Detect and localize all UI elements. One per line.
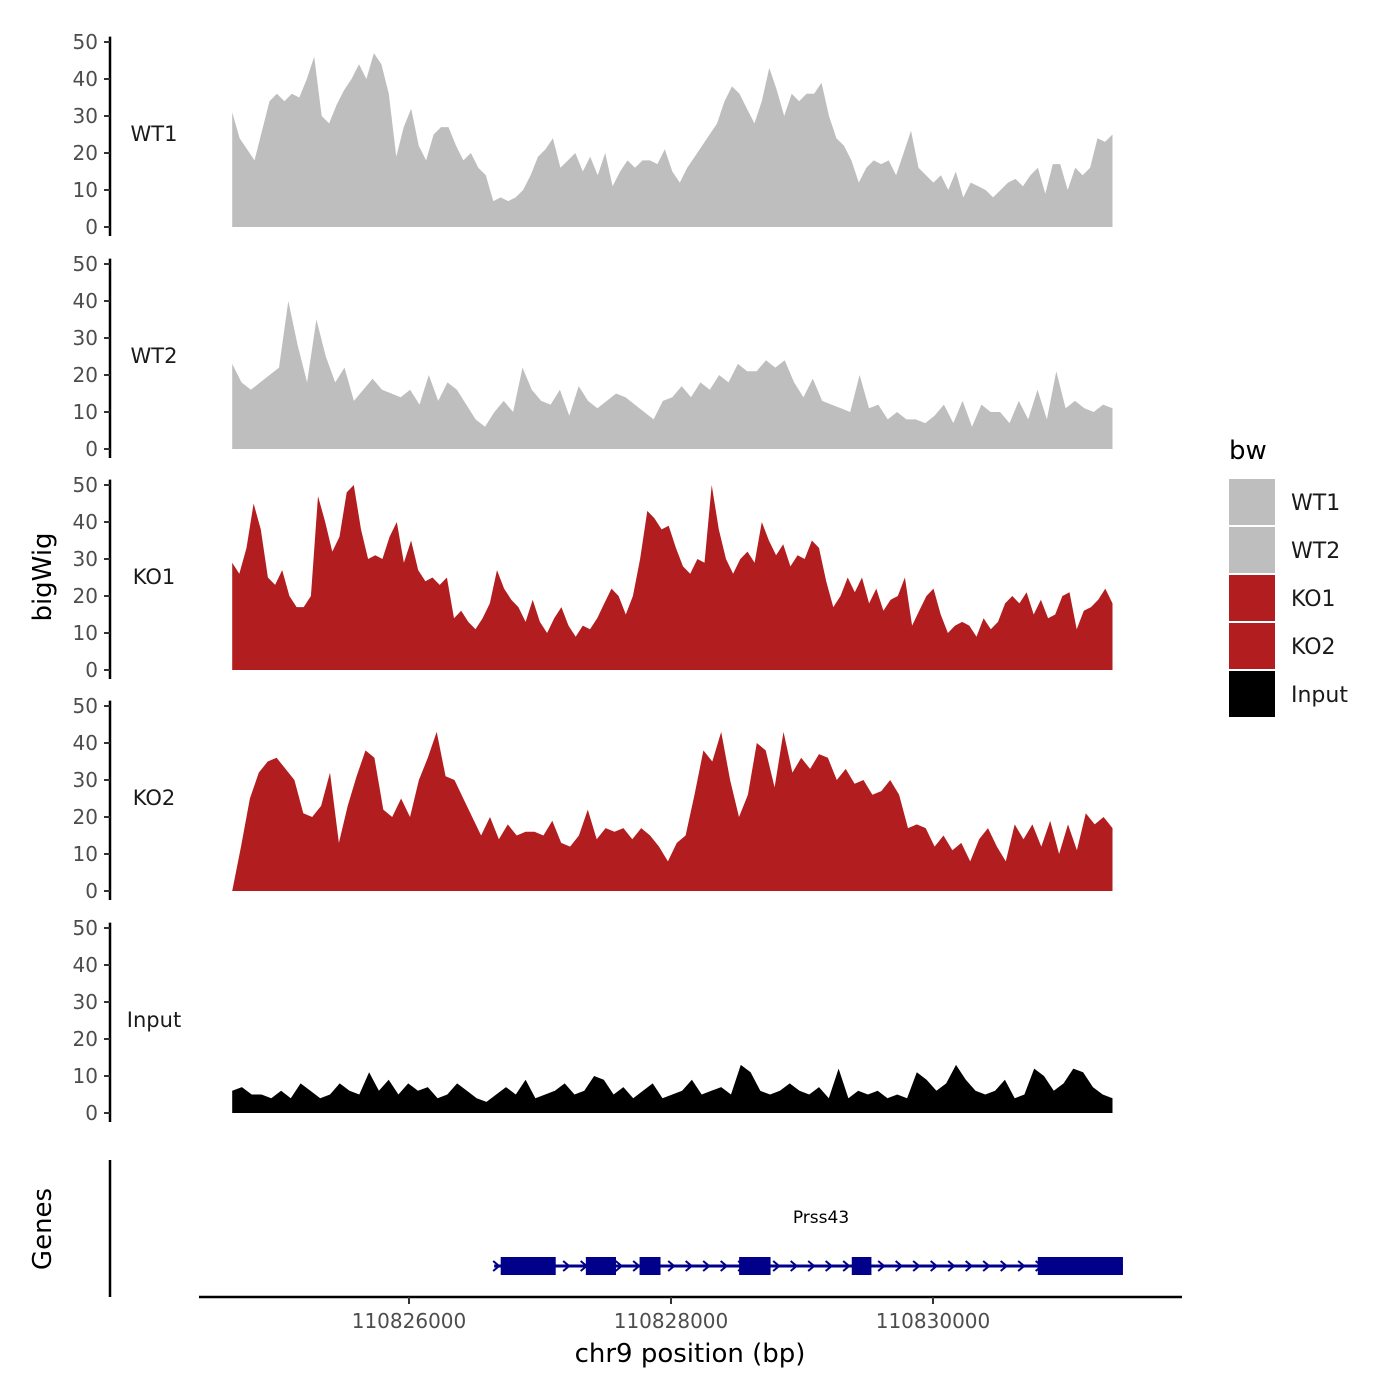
y-tick-label: 0 — [85, 658, 98, 682]
track-label-ko1: KO1 — [133, 565, 176, 589]
legend-key-ko2 — [1229, 623, 1275, 669]
y-tick-label: 20 — [73, 141, 98, 165]
strand-arrow — [842, 1260, 851, 1272]
y-tick-label: 10 — [73, 178, 98, 202]
signal-area-wt2 — [232, 301, 1113, 449]
strand-arrow — [632, 1260, 641, 1272]
strand-arrow — [1000, 1260, 1009, 1272]
x-tick-label: 110826000 — [352, 1309, 467, 1333]
strand-arrow — [562, 1260, 571, 1272]
y-tick-label: 50 — [73, 30, 98, 54]
y-tick-label: 40 — [73, 510, 98, 534]
strand-arrow — [702, 1260, 711, 1272]
track-wt2: 0 10 20 30 40 50 WT2 — [73, 252, 1113, 461]
gene-exon — [1037, 1257, 1123, 1275]
y-tick-label: 40 — [73, 953, 98, 977]
y-tick-label: 30 — [73, 990, 98, 1014]
strand-arrow — [930, 1260, 939, 1272]
y-tick-label: 20 — [73, 805, 98, 829]
genes-axis-title: Genes — [28, 1188, 58, 1270]
y-tick-label: 20 — [73, 584, 98, 608]
y-tick-label: 50 — [73, 252, 98, 276]
strand-arrow — [912, 1260, 921, 1272]
signal-area-ko1 — [232, 485, 1113, 670]
y-tick-label: 10 — [73, 1064, 98, 1088]
legend-label-input: Input — [1291, 683, 1348, 708]
legend-label-wt1: WT1 — [1291, 491, 1340, 516]
y-tick-label: 30 — [73, 768, 98, 792]
strand-arrow — [825, 1260, 834, 1272]
legend: bw WT1 WT2 KO1 KO2 Input — [1229, 436, 1348, 717]
y-tick-label: 10 — [73, 400, 98, 424]
y-tick-label: 0 — [85, 215, 98, 239]
strand-arrow — [1017, 1260, 1026, 1272]
y-tick-label: 30 — [73, 326, 98, 350]
x-tick-label: 110830000 — [876, 1309, 991, 1333]
x-tick-label: 110828000 — [614, 1309, 729, 1333]
y-tick-label: 40 — [73, 731, 98, 755]
signal-area-input — [232, 1064, 1113, 1113]
gene-exon — [639, 1257, 661, 1275]
strand-arrow — [615, 1260, 624, 1272]
y-tick-label: 40 — [73, 67, 98, 91]
track-label-wt2: WT2 — [131, 344, 178, 368]
x-axis-title: chr9 position (bp) — [575, 1339, 806, 1369]
y-tick-label: 40 — [73, 289, 98, 313]
strand-arrow — [877, 1260, 886, 1272]
y-tick-label: 0 — [85, 437, 98, 461]
legend-key-ko1 — [1229, 575, 1275, 621]
strand-arrow — [772, 1260, 781, 1272]
legend-label-ko2: KO2 — [1291, 635, 1336, 660]
y-tick-label: 50 — [73, 694, 98, 718]
gene-exon — [739, 1257, 771, 1275]
track-wt1: 0 10 20 30 40 50 WT1 — [73, 30, 1113, 239]
strand-arrow — [667, 1260, 676, 1272]
strand-arrow — [790, 1260, 799, 1272]
gene-label-prss43: Prss43 — [793, 1208, 849, 1228]
y-tick-label: 20 — [73, 363, 98, 387]
track-ko2: 0 10 20 30 40 50 KO2 — [73, 694, 1113, 903]
signal-area-wt1 — [232, 53, 1113, 227]
genes-panel: Genes Prss43 — [28, 1160, 1123, 1297]
y-tick-label: 0 — [85, 879, 98, 903]
y-tick-label: 10 — [73, 621, 98, 645]
gene-exon — [500, 1257, 556, 1275]
y-tick-label: 30 — [73, 104, 98, 128]
y-tick-label: 50 — [73, 916, 98, 940]
track-ko1: 0 10 20 30 40 50 KO1 — [73, 473, 1113, 682]
legend-key-wt1 — [1229, 479, 1275, 525]
strand-arrow — [685, 1260, 694, 1272]
legend-key-wt2 — [1229, 527, 1275, 573]
strand-arrow — [965, 1260, 974, 1272]
gene-prss43: Prss43 — [492, 1208, 1123, 1275]
legend-key-input — [1229, 671, 1275, 717]
y-tick-label: 0 — [85, 1101, 98, 1125]
track-label-input: Input — [127, 1008, 181, 1032]
legend-label-ko1: KO1 — [1291, 587, 1336, 612]
y-tick-label: 50 — [73, 473, 98, 497]
legend-title: bw — [1229, 436, 1267, 466]
gene-exon — [851, 1257, 872, 1275]
y-tick-label: 10 — [73, 842, 98, 866]
track-label-ko2: KO2 — [133, 786, 176, 810]
signal-tracks: 0 10 20 30 40 50 WT1 0 10 20 30 40 50 WT2 0 10 20 30 40 50 K… — [73, 30, 1113, 1125]
y-tick-label: 30 — [73, 547, 98, 571]
strand-arrow — [982, 1260, 991, 1272]
strand-arrow — [895, 1260, 904, 1272]
y-axis-title: bigWig — [28, 532, 58, 621]
x-axis: 110826000 110828000 110830000 — [199, 1295, 1182, 1333]
y-tick-label: 20 — [73, 1027, 98, 1051]
strand-arrow — [947, 1260, 956, 1272]
gene-exon — [585, 1257, 616, 1275]
signal-area-ko2 — [232, 731, 1113, 891]
gene-models: Prss43 — [492, 1208, 1123, 1275]
track-label-wt1: WT1 — [131, 122, 178, 146]
strand-arrow — [720, 1260, 729, 1272]
strand-arrow — [807, 1260, 816, 1272]
strand-arrow — [492, 1260, 501, 1272]
legend-label-wt2: WT2 — [1291, 539, 1340, 564]
track-input: 0 10 20 30 40 50 Input — [73, 916, 1113, 1125]
